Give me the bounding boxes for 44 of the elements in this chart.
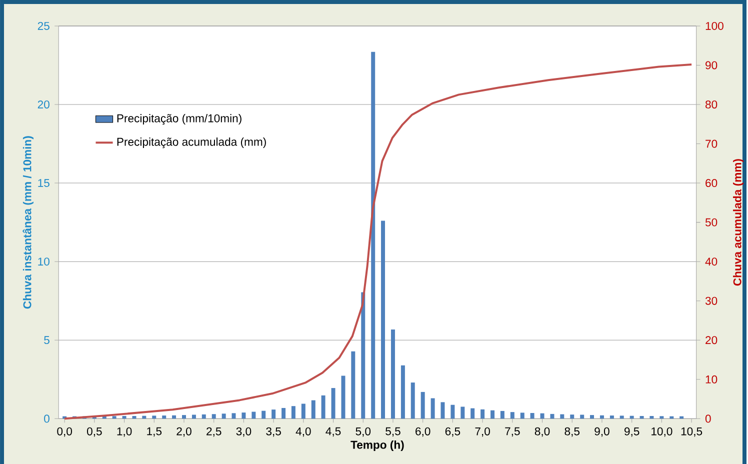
y2-axis-title: Chuva acumulada (mm) [733,159,744,286]
y2-tick-label: 60 [706,179,718,188]
x-tick-label: 8,5 [564,427,580,437]
x-tick-label: 7,0 [475,427,490,437]
y-tick-label: 0 [44,414,50,423]
x-tick-label: 8,0 [534,427,550,437]
x-tick-label: 10,0 [652,427,672,437]
y2-tick-label: 40 [705,258,718,266]
y-tick-label: 10 [38,258,50,266]
x-tick-label: 0,0 [57,427,72,437]
x-tick-label: 5,5 [386,427,400,437]
y2-tick-label: 80 [706,100,718,108]
legend-label: Precipitação acumulada (mm) [117,137,266,148]
x-tick-label: 1,0 [117,427,132,437]
y-axis-title: Chuva instantânea (mm / 10min) [22,136,34,309]
x-tick-label: 3,5 [266,427,281,437]
y2-tick-label: 90 [706,61,718,70]
x-tick-label: 3,0 [236,427,252,437]
x-tick-label: 7,5 [505,427,520,437]
y-tick-label: 5 [44,336,50,344]
y2-tick-label: 50 [705,218,718,226]
x-tick-label: 1,5 [147,427,162,437]
legend-label: Precipitação (mm/10min) [117,114,242,125]
y2-tick-label: 10 [706,375,718,384]
x-tick-label: 6,0 [416,427,430,437]
y-tick-label: 25 [38,22,50,30]
x-tick-label: 5,0 [356,427,371,437]
y2-tick-label: 30 [705,296,718,305]
x-axis-title: Tempo (h) [350,440,404,452]
y2-tick-label: 20 [706,336,718,344]
x-tick-label: 10,5 [681,427,702,437]
x-tick-label: 4,0 [296,427,311,437]
y2-tick-label: 100 [706,22,724,30]
x-tick-label: 9,5 [624,427,640,437]
x-tick-label: 2,0 [176,427,192,437]
x-tick-label: 0,5 [87,427,102,437]
x-tick-label: 4,5 [326,427,341,437]
y-tick-label: 15 [38,179,50,187]
y2-tick-label: 70 [706,140,718,148]
x-tick-label: 9,0 [594,427,610,437]
y-tick-label: 20 [38,100,50,108]
y2-tick-label: 0 [705,414,711,423]
x-tick-label: 2,5 [206,427,222,437]
x-tick-label: 6,5 [445,427,460,437]
